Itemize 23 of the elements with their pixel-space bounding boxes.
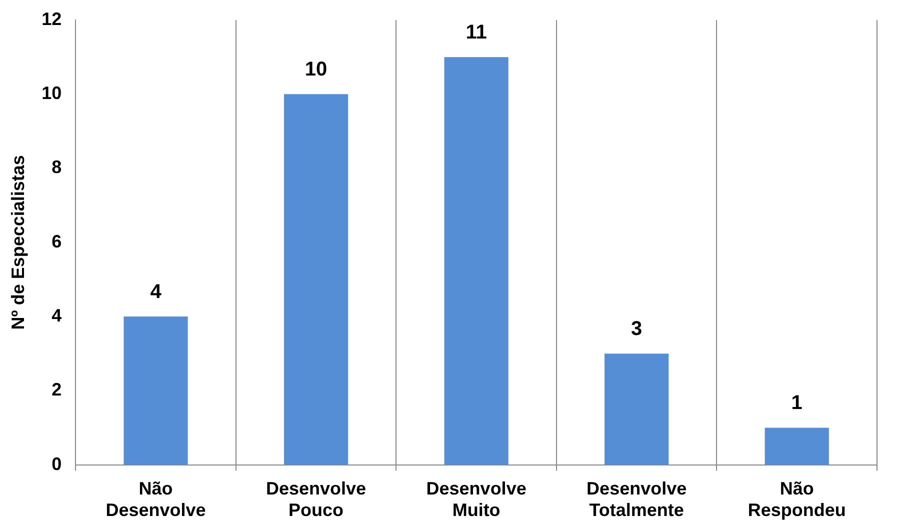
y-tick-label: 0 — [52, 454, 62, 474]
y-axis-title: Nº de Especcialistas — [8, 155, 28, 330]
y-tick-label: 12 — [42, 8, 62, 29]
y-tick-label: 2 — [52, 380, 62, 400]
x-tick-label: Não Desenvolve — [106, 478, 206, 520]
data-label: 1 — [791, 392, 802, 414]
data-label: 11 — [466, 22, 487, 44]
bar — [124, 316, 188, 465]
x-tick-label: Não Respondeu — [748, 478, 846, 520]
data-label: 3 — [631, 318, 642, 340]
y-tick-label: 8 — [52, 157, 62, 178]
y-tick-label: 10 — [42, 83, 62, 104]
data-label: 10 — [304, 58, 328, 81]
bar — [444, 57, 508, 465]
x-tick-label: Desenvolve Pouco — [266, 478, 366, 520]
bar — [764, 428, 829, 465]
y-tick-label: 4 — [52, 306, 62, 326]
y-tick-label: 6 — [52, 231, 62, 252]
bar — [604, 354, 669, 465]
x-tick-label: Desenvolve Muito — [426, 478, 526, 520]
data-label: 4 — [150, 281, 162, 304]
x-tick-label: Desenvolve Totalmente — [586, 478, 687, 520]
bar — [284, 94, 348, 465]
